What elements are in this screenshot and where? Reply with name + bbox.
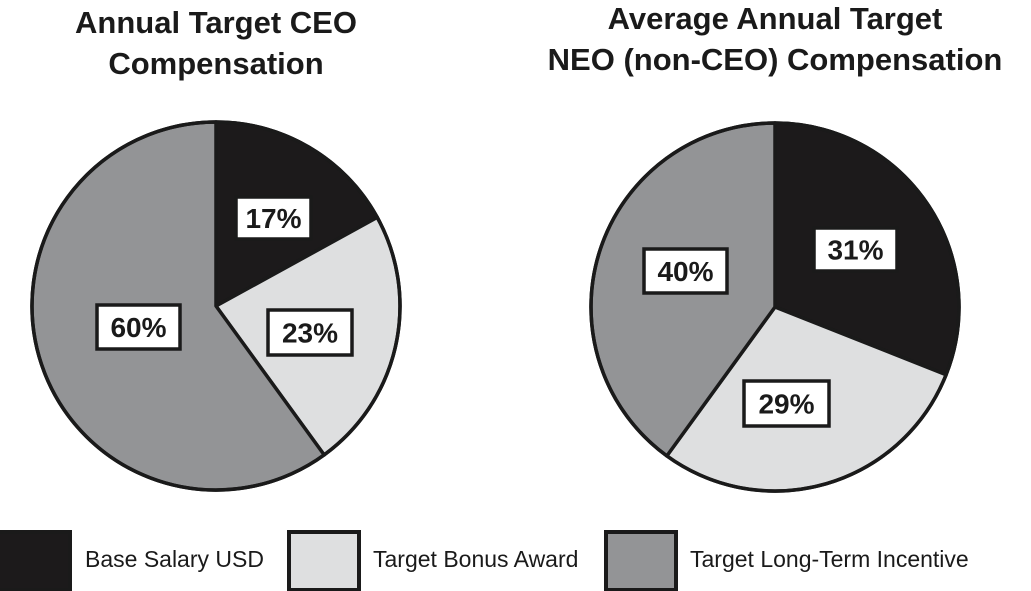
chart2-title-line1: Average Annual Target <box>608 1 943 36</box>
legend-swatch-long-term-incentive <box>604 530 678 591</box>
neo-label-box-long-term-incentive <box>642 247 729 295</box>
legend-label-base-salary: Base Salary USD <box>85 546 264 572</box>
chart2-title-line2: NEO (non-CEO) Compensation <box>548 42 1003 77</box>
ceo-data-label-target-bonus: 23% <box>282 318 338 349</box>
neo-data-label-long-term-incentive: 40% <box>657 256 713 287</box>
ceo-label-box-long-term-incentive <box>95 303 182 351</box>
chart1-title-line2: Compensation <box>108 46 323 81</box>
neo-data-label-base-salary: 31% <box>827 235 883 266</box>
legend-label-target-bonus: Target Bonus Award <box>373 546 578 572</box>
legend-label-long-term-incentive: Target Long-Term Incentive <box>690 546 969 572</box>
chart1-title-line1: Annual Target CEO <box>75 5 357 40</box>
legend-swatch-target-bonus <box>287 530 361 591</box>
ceo-data-label-base-salary: 17% <box>245 203 301 234</box>
neo-label-box-target-bonus <box>742 379 831 428</box>
legend: Base Salary USD Target Bonus Award Targe… <box>0 530 969 591</box>
neo-pie-outline <box>589 121 961 493</box>
neo-data-label-target-bonus: 29% <box>758 389 814 420</box>
ceo-label-box-target-bonus <box>266 308 354 357</box>
ceo-label-box-base-salary <box>234 195 313 241</box>
ceo-pie-outline <box>30 120 402 492</box>
legend-swatch-base-salary <box>0 530 72 591</box>
ceo-pie-chart: 17% 23% 60% <box>30 120 402 492</box>
neo-label-box-base-salary <box>812 226 899 273</box>
ceo-data-label-long-term-incentive: 60% <box>110 312 166 343</box>
neo-pie-chart: 31% 29% 40% <box>589 121 961 493</box>
